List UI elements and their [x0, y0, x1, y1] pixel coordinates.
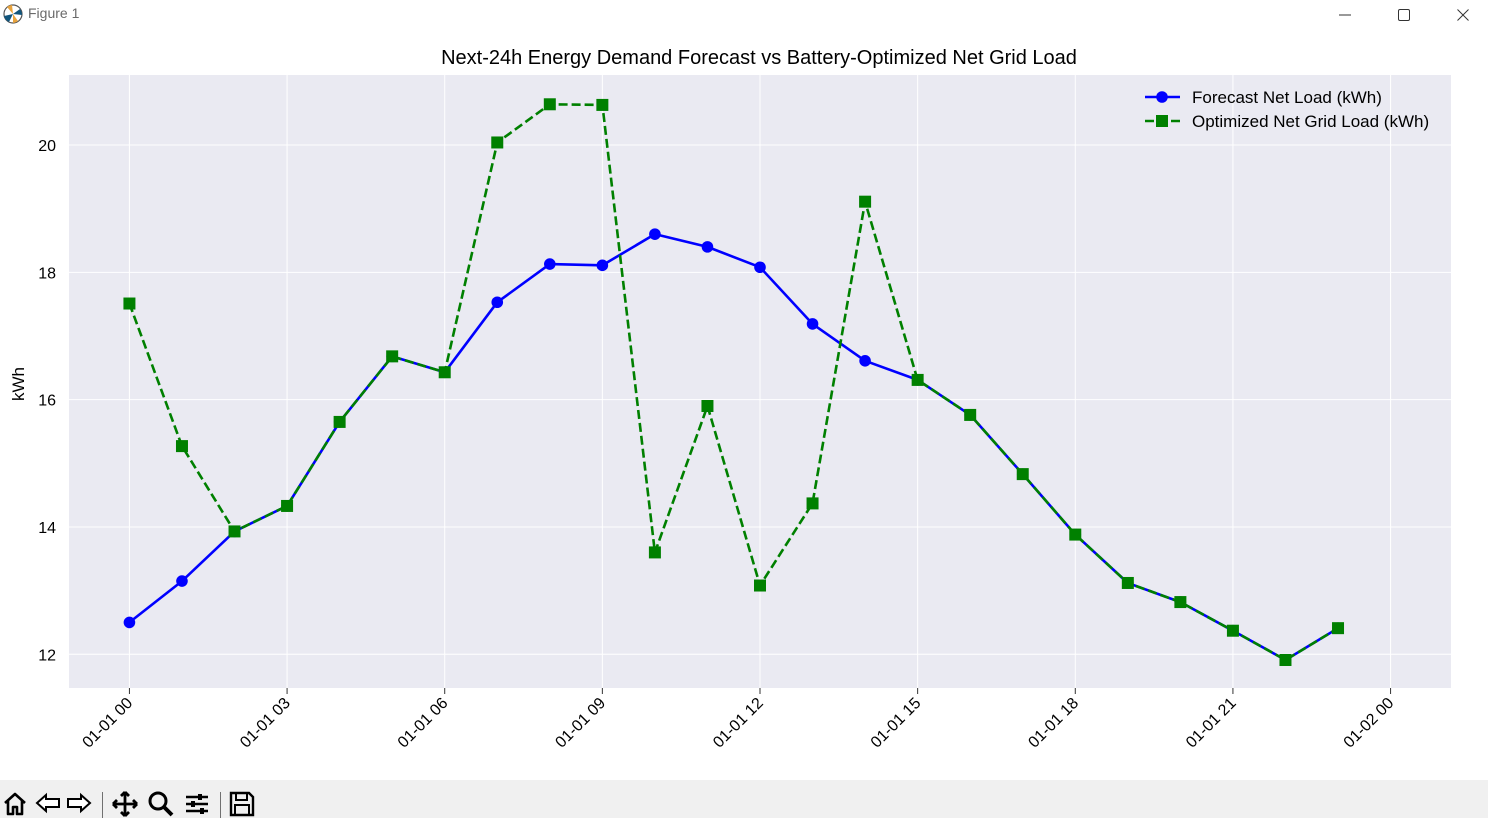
x-tick-label: 01-01 12 [710, 695, 767, 752]
optimized-point [1226, 624, 1239, 637]
back-button[interactable] [33, 790, 63, 818]
minimize-button[interactable] [1316, 0, 1374, 30]
series-layer [123, 98, 1345, 666]
close-icon [1457, 9, 1469, 21]
toolbar-separator [220, 792, 221, 818]
optimized-point [859, 195, 872, 208]
optimized-point [281, 499, 294, 512]
optimized-point [806, 497, 819, 510]
y-axis: 12 14 16 18 20 [38, 138, 56, 664]
optimized-point [175, 440, 188, 453]
optimized-point [596, 98, 609, 111]
x-tick-label: 01-02 00 [1341, 695, 1398, 752]
configure-subplots-button[interactable] [182, 790, 212, 818]
maximize-button[interactable] [1375, 0, 1433, 30]
matplotlib-app-icon [3, 4, 23, 24]
optimized-point [333, 415, 346, 428]
forecast-point [701, 241, 714, 253]
save-icon [229, 791, 255, 817]
optimized-point [386, 350, 399, 363]
legend-marker-forecast [1156, 91, 1168, 103]
figure-canvas: 01-01 00 01-01 03 01-01 06 01-01 09 01-01 12… [0, 30, 1488, 780]
optimized-point [438, 366, 451, 379]
legend-label-forecast: Forecast Net Load (kWh) [1192, 88, 1382, 107]
y-tick-label: 20 [38, 138, 56, 155]
chart-title: Next-24h Energy Demand Forecast vs Batte… [441, 47, 1077, 69]
close-button[interactable] [1434, 0, 1488, 30]
forecast-point [806, 318, 819, 330]
optimized-point [1069, 528, 1082, 541]
y-tick-label: 12 [38, 647, 56, 664]
forecast-point [491, 296, 504, 309]
legend-label-optimized: Optimized Net Grid Load (kWh) [1192, 112, 1429, 131]
forecast-point [176, 575, 188, 587]
optimized-point [648, 546, 661, 559]
x-tick-label: 01-01 00 [80, 695, 137, 752]
optimized-point [1174, 596, 1187, 609]
optimized-point [123, 297, 136, 310]
legend-marker-optimized [1156, 115, 1168, 127]
x-tick-label: 01-01 21 [1183, 695, 1240, 752]
forecast-point [649, 228, 661, 240]
zoom-icon [148, 791, 174, 817]
back-icon [35, 792, 60, 814]
optimized-point [543, 98, 556, 111]
home-icon [4, 792, 26, 816]
x-tick-label: 01-01 09 [552, 695, 609, 752]
optimized-point [964, 408, 977, 421]
minimize-icon [1339, 14, 1351, 16]
y-tick-label: 16 [38, 393, 56, 410]
forecast-point [544, 258, 556, 270]
optimized-point [1121, 576, 1134, 589]
forecast-point [859, 355, 871, 367]
forecast-point [123, 616, 136, 629]
optimized-point [491, 136, 504, 149]
configure-subplots-icon [186, 794, 208, 814]
y-tick-label: 18 [38, 265, 56, 282]
optimized-point [1332, 622, 1345, 635]
optimized-line [128, 103, 1339, 662]
x-tick-label: 01-01 15 [868, 695, 925, 752]
zoom-button[interactable] [146, 790, 176, 818]
forecast-point [754, 261, 766, 274]
optimized-point [701, 400, 714, 413]
window-titlebar: Figure 1 [0, 0, 1488, 30]
chart: 01-01 00 01-01 03 01-01 06 01-01 09 01-01 12… [9, 47, 1451, 752]
optimized-point [1016, 468, 1029, 481]
x-tick-label: 01-01 06 [395, 695, 452, 752]
x-tick-label: 01-01 18 [1025, 695, 1082, 752]
y-axis-label: kWh [9, 367, 28, 401]
forward-button[interactable] [64, 790, 94, 818]
optimized-point [754, 579, 766, 592]
x-axis: 01-01 00 01-01 03 01-01 06 01-01 09 01-01 12… [80, 688, 1398, 752]
pan-button[interactable] [110, 790, 140, 818]
forecast-point [596, 259, 609, 272]
forward-icon [67, 792, 92, 814]
optimized-point [911, 373, 924, 386]
y-tick-label: 14 [38, 520, 56, 537]
home-button[interactable] [0, 790, 30, 818]
optimized-point [228, 525, 241, 538]
optimized-point [1279, 653, 1292, 666]
window-title: Figure 1 [28, 5, 80, 21]
navigation-toolbar [0, 780, 1488, 818]
pan-icon [112, 791, 138, 817]
legend: Forecast Net Load (kWh) Optimized Net Gr… [1145, 88, 1429, 131]
toolbar-separator [102, 792, 103, 818]
save-button[interactable] [227, 790, 257, 818]
maximize-icon [1398, 9, 1410, 21]
x-tick-label: 01-01 03 [237, 695, 294, 752]
